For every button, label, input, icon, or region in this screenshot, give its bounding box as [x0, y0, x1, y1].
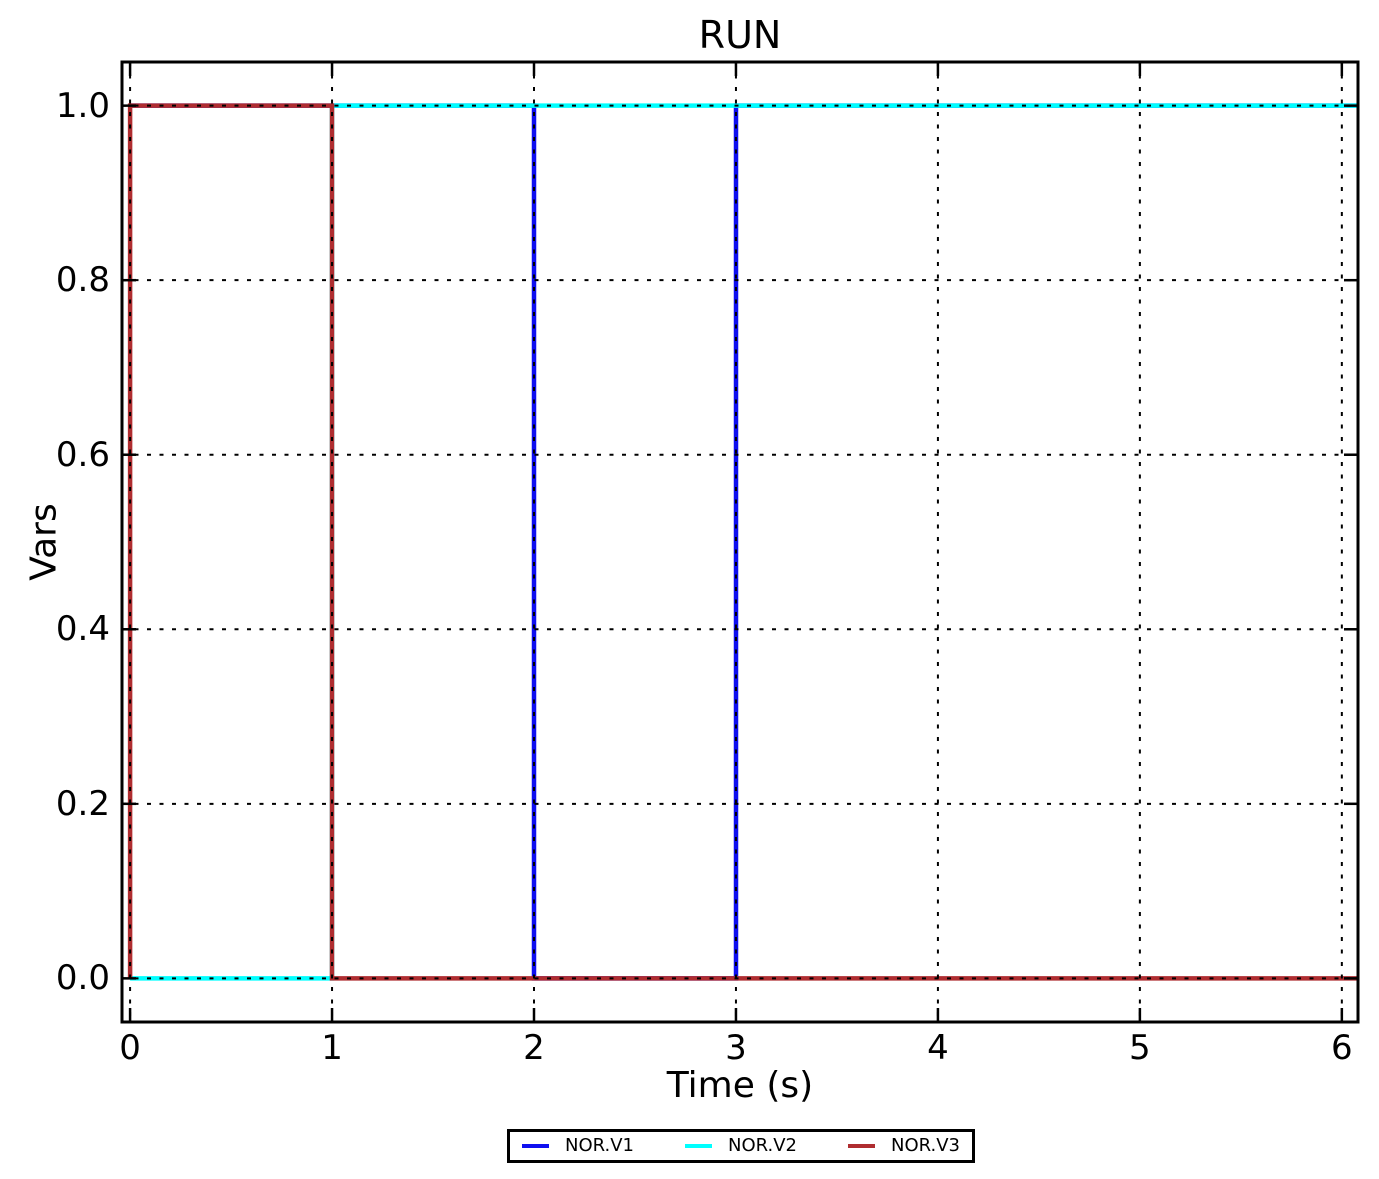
legend-label: NOR.V2: [728, 1135, 797, 1156]
legend-swatch: [685, 1144, 712, 1148]
y-tick-label: 0.2: [55, 783, 110, 824]
y-tick-label: 0.8: [55, 260, 110, 301]
x-axis-label: Time (s): [666, 1065, 814, 1106]
x-tick-label: 6: [1331, 1028, 1353, 1068]
y-tick-label: 1.0: [55, 85, 110, 126]
y-tick-label: 0.0: [55, 958, 110, 999]
series-line-nor-v3: [127, 103, 1358, 981]
legend-item-nor-v1: NOR.V1: [522, 1137, 634, 1155]
legend-label: NOR.V1: [565, 1135, 634, 1156]
y-tick-label: 0.6: [55, 434, 110, 475]
chart-title: RUN: [698, 13, 782, 57]
x-tick-label: 3: [725, 1028, 747, 1068]
legend: NOR.V1 NOR.V2 NOR.V3: [507, 1129, 975, 1163]
y-axis-label: Vars: [23, 503, 65, 581]
legend-swatch: [848, 1144, 875, 1148]
series-line-nor-v1: [130, 103, 1358, 981]
series-line-nor-v2: [130, 103, 1358, 981]
x-tick-label: 2: [523, 1028, 545, 1068]
x-tick-label: 1: [321, 1028, 343, 1068]
x-tick-label: 5: [1129, 1028, 1151, 1068]
legend-item-nor-v3: NOR.V3: [848, 1137, 960, 1155]
x-tick-label: 4: [927, 1028, 949, 1068]
legend-label: NOR.V3: [891, 1135, 960, 1156]
y-tick-label: 0.4: [55, 609, 110, 650]
legend-swatch: [522, 1144, 549, 1148]
axes-frame: [120, 60, 1360, 1024]
x-tick-label: 0: [119, 1028, 141, 1068]
legend-item-nor-v2: NOR.V2: [685, 1137, 797, 1155]
